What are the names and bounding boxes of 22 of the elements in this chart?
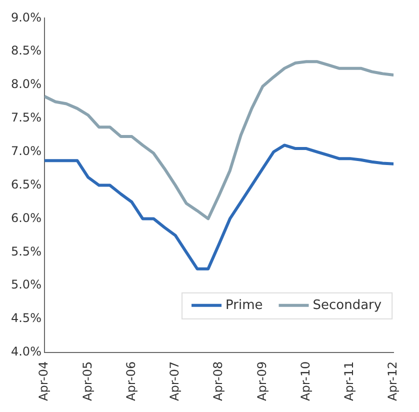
x-tick-label: Apr-12 xyxy=(386,361,400,401)
y-tick-label: 9.0% xyxy=(10,10,42,24)
x-tick-label: Apr-07 xyxy=(168,361,182,401)
x-tick-label: Apr-09 xyxy=(254,361,269,401)
y-tick-label: 4.0% xyxy=(10,344,42,359)
x-tick-label: Apr-06 xyxy=(124,361,138,401)
y-tick-label: 7.5% xyxy=(10,110,42,125)
x-tick-label: Apr-11 xyxy=(342,361,356,401)
y-tick-label: 4.5% xyxy=(10,311,42,326)
y-tick-label: 6.0% xyxy=(10,210,42,225)
y-tick-label: 8.0% xyxy=(10,77,42,92)
legend-label: Secondary xyxy=(312,298,382,313)
x-tick-label: Apr-04 xyxy=(36,361,51,401)
x-tick-label: Apr-05 xyxy=(80,361,94,401)
y-tick-label: 8.5% xyxy=(10,44,42,58)
y-tick-label: 6.5% xyxy=(10,177,42,192)
y-tick-label: 5.5% xyxy=(10,244,42,258)
x-tick-label: Apr-10 xyxy=(298,361,312,401)
legend-label: Prime xyxy=(226,298,263,313)
x-tick-label: Apr-08 xyxy=(211,361,226,401)
y-tick-label: 7.0% xyxy=(10,144,42,158)
y-tick-label: 5.0% xyxy=(10,278,42,292)
